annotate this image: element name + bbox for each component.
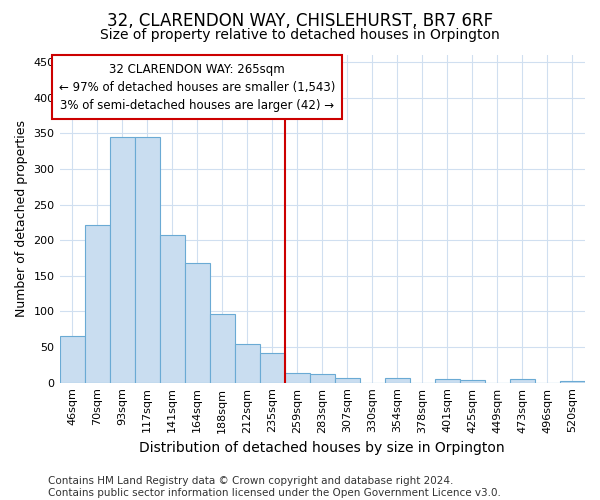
Bar <box>134 137 160 382</box>
Bar <box>235 344 260 382</box>
Bar <box>260 353 285 382</box>
Bar <box>560 380 585 382</box>
Text: 32 CLARENDON WAY: 265sqm
← 97% of detached houses are smaller (1,543)
3% of semi: 32 CLARENDON WAY: 265sqm ← 97% of detach… <box>59 62 335 112</box>
Text: Size of property relative to detached houses in Orpington: Size of property relative to detached ho… <box>100 28 500 42</box>
Bar <box>59 336 85 382</box>
Bar <box>160 234 185 382</box>
Bar <box>185 263 209 382</box>
Bar <box>110 137 134 382</box>
Text: 32, CLARENDON WAY, CHISLEHURST, BR7 6RF: 32, CLARENDON WAY, CHISLEHURST, BR7 6RF <box>107 12 493 30</box>
Text: Contains HM Land Registry data © Crown copyright and database right 2024.
Contai: Contains HM Land Registry data © Crown c… <box>48 476 501 498</box>
Bar <box>285 374 310 382</box>
Bar <box>435 379 460 382</box>
Bar <box>335 378 360 382</box>
Bar <box>209 314 235 382</box>
X-axis label: Distribution of detached houses by size in Orpington: Distribution of detached houses by size … <box>139 441 505 455</box>
Bar <box>510 379 535 382</box>
Bar <box>385 378 410 382</box>
Bar <box>310 374 335 382</box>
Bar <box>85 224 110 382</box>
Bar <box>460 380 485 382</box>
Y-axis label: Number of detached properties: Number of detached properties <box>15 120 28 318</box>
